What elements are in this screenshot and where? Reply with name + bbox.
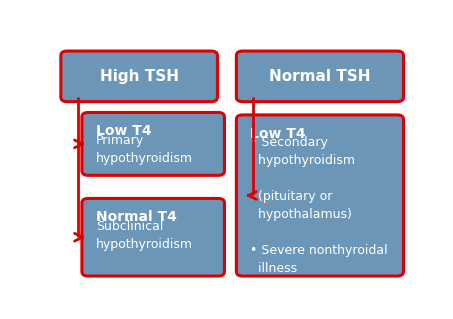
Text: Primary
hypothyroidism: Primary hypothyroidism bbox=[96, 134, 193, 165]
Text: • Secondary
  hypothyroidism

  (pituitary or
  hypothalamus)

• Severe nonthyro: • Secondary hypothyroidism (pituitary or… bbox=[251, 136, 388, 275]
Text: Low T4: Low T4 bbox=[251, 127, 306, 141]
Text: High TSH: High TSH bbox=[100, 69, 178, 84]
Text: Normal TSH: Normal TSH bbox=[269, 69, 371, 84]
Text: Normal T4: Normal T4 bbox=[96, 210, 177, 224]
Text: Low T4: Low T4 bbox=[96, 124, 152, 138]
FancyBboxPatch shape bbox=[82, 198, 224, 276]
FancyBboxPatch shape bbox=[82, 113, 224, 175]
FancyBboxPatch shape bbox=[236, 115, 404, 276]
FancyBboxPatch shape bbox=[236, 51, 404, 102]
FancyBboxPatch shape bbox=[61, 51, 217, 102]
Text: Subclinical
hypothyroidism: Subclinical hypothyroidism bbox=[96, 219, 193, 250]
